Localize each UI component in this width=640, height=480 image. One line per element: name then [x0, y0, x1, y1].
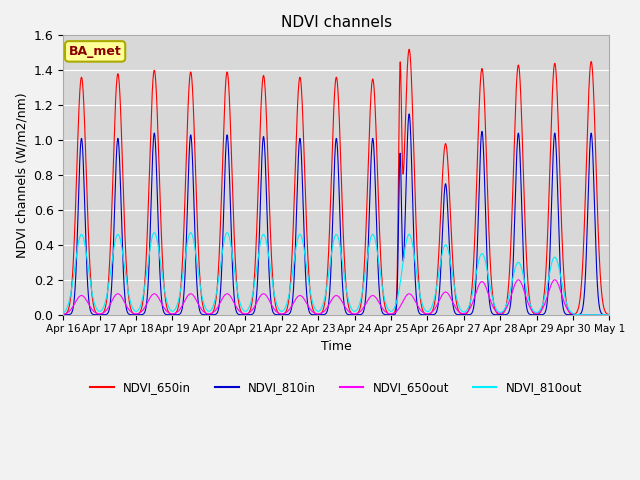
NDVI_650out	[60, 312, 67, 317]
NDVI_650out	[412, 299, 419, 305]
NDVI_650out	[605, 312, 613, 318]
Legend: NDVI_650in, NDVI_810in, NDVI_650out, NDVI_810out: NDVI_650in, NDVI_810in, NDVI_650out, NDV…	[86, 376, 587, 399]
NDVI_810out	[171, 307, 179, 313]
Line: NDVI_810in: NDVI_810in	[63, 114, 609, 315]
NDVI_650out	[551, 277, 559, 283]
NDVI_650in	[490, 298, 497, 303]
NDVI_650out	[264, 295, 271, 300]
Text: BA_met: BA_met	[68, 45, 122, 58]
NDVI_810out	[490, 298, 497, 304]
Y-axis label: NDVI channels (W/m2/nm): NDVI channels (W/m2/nm)	[15, 92, 28, 258]
NDVI_650in	[412, 209, 419, 215]
Title: NDVI channels: NDVI channels	[281, 15, 392, 30]
NDVI_810in	[605, 312, 613, 318]
NDVI_810in	[170, 312, 178, 318]
NDVI_810out	[60, 310, 67, 316]
Line: NDVI_810out: NDVI_810out	[63, 233, 609, 315]
NDVI_650in	[170, 311, 178, 317]
NDVI_650in	[405, 47, 413, 52]
NDVI_810out	[150, 230, 158, 236]
NDVI_650out	[604, 312, 611, 318]
NDVI_810in	[412, 284, 419, 290]
NDVI_810in	[264, 233, 271, 239]
NDVI_650out	[490, 304, 497, 310]
X-axis label: Time: Time	[321, 340, 352, 353]
Line: NDVI_650out: NDVI_650out	[63, 280, 609, 315]
NDVI_650in	[60, 312, 67, 317]
NDVI_650in	[264, 150, 271, 156]
Line: NDVI_650in: NDVI_650in	[63, 49, 609, 314]
NDVI_650in	[604, 311, 611, 317]
NDVI_810in	[405, 111, 413, 117]
NDVI_810in	[60, 312, 67, 318]
NDVI_810out	[604, 312, 611, 318]
NDVI_810in	[604, 312, 611, 318]
NDVI_810out	[605, 312, 613, 318]
NDVI_810in	[176, 311, 184, 317]
NDVI_650in	[176, 292, 184, 298]
NDVI_810out	[176, 289, 184, 295]
NDVI_810out	[412, 263, 419, 269]
NDVI_650out	[170, 311, 178, 316]
NDVI_650in	[605, 312, 613, 317]
NDVI_650out	[176, 306, 184, 312]
NDVI_810out	[264, 247, 271, 252]
NDVI_810in	[490, 312, 497, 317]
